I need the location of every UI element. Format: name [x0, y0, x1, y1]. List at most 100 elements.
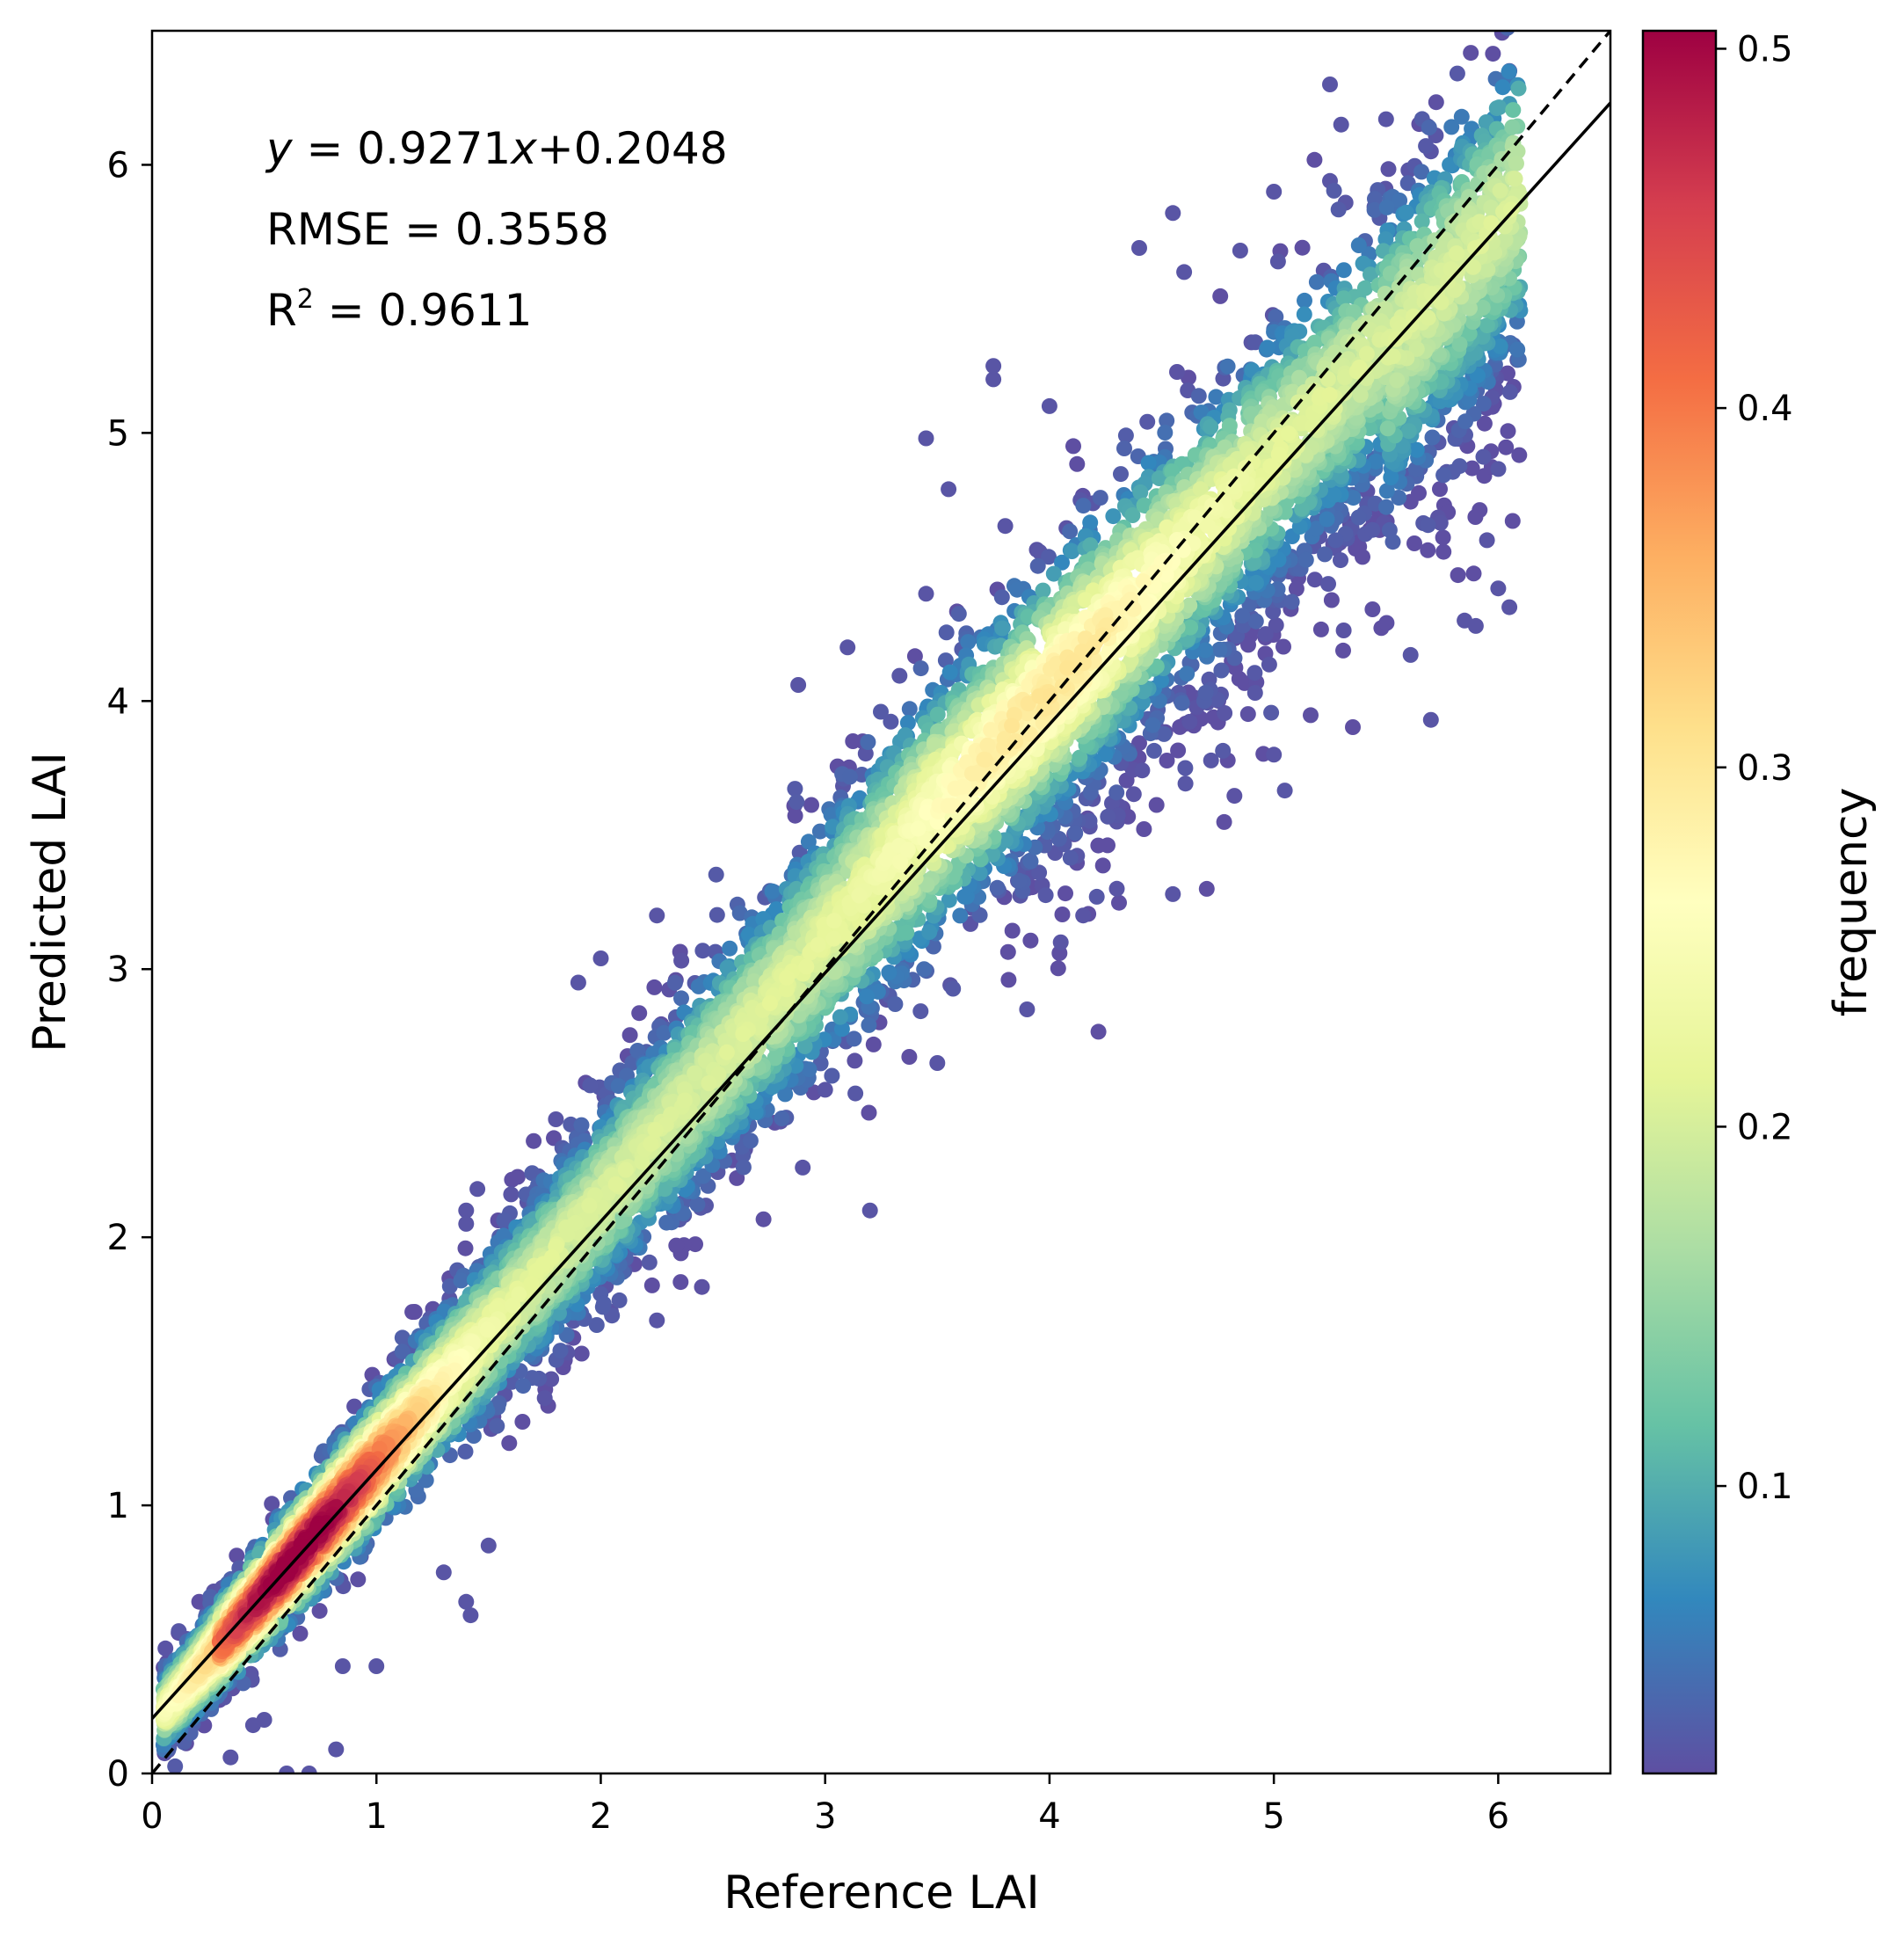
data-point — [1159, 753, 1175, 768]
data-point — [1406, 535, 1422, 551]
data-point — [1326, 182, 1342, 199]
data-point — [1181, 713, 1198, 730]
data-point — [832, 1009, 848, 1025]
data-point — [912, 1003, 929, 1020]
data-point — [956, 888, 973, 905]
data-point — [994, 620, 1011, 637]
data-point — [1378, 615, 1395, 631]
data-point — [394, 1329, 411, 1346]
data-point — [1449, 65, 1465, 82]
data-point — [1333, 552, 1348, 569]
data-point — [1443, 119, 1460, 135]
data-point — [1379, 420, 1396, 437]
data-point — [1402, 493, 1419, 510]
data-point — [222, 1749, 239, 1766]
data-point — [1508, 155, 1524, 171]
data-point — [1247, 334, 1264, 351]
data-point — [666, 974, 683, 991]
data-point — [1450, 567, 1466, 584]
data-point — [1037, 887, 1054, 904]
data-point — [1297, 292, 1312, 309]
data-point — [865, 1036, 882, 1052]
data-point — [264, 1496, 280, 1512]
data-point — [755, 1211, 772, 1227]
data-point — [457, 1443, 474, 1460]
data-point — [1065, 438, 1081, 455]
data-point — [1094, 857, 1111, 874]
data-point — [1317, 546, 1334, 563]
data-point — [301, 1766, 317, 1773]
data-point — [595, 1295, 612, 1312]
data-point — [1457, 413, 1473, 430]
data-point — [1219, 358, 1236, 375]
data-point — [394, 1344, 411, 1360]
data-point — [1490, 580, 1507, 597]
data-point — [774, 1110, 790, 1126]
data-point — [1269, 253, 1286, 270]
data-point — [1217, 705, 1233, 721]
data-point — [1435, 543, 1452, 560]
data-point — [887, 996, 904, 1012]
data-point — [1004, 922, 1021, 939]
data-point — [1294, 239, 1311, 256]
data-point — [489, 1417, 505, 1434]
data-point — [1148, 797, 1165, 813]
data-point — [167, 1758, 184, 1773]
data-point — [1062, 849, 1079, 866]
data-point — [1505, 102, 1522, 119]
data-point — [803, 797, 819, 813]
data-point — [800, 834, 817, 850]
data-point — [368, 1658, 385, 1674]
data-point — [1501, 383, 1518, 400]
data-point — [1213, 662, 1230, 679]
data-point — [1475, 396, 1492, 412]
data-point — [1306, 572, 1323, 588]
data-point — [1320, 576, 1336, 593]
data-point — [1418, 138, 1435, 155]
data-point — [1467, 509, 1484, 525]
data-point — [918, 586, 934, 602]
data-point — [1100, 808, 1116, 825]
data-point — [1139, 413, 1156, 430]
data-point — [971, 907, 988, 923]
data-point — [1216, 813, 1232, 830]
data-point — [1476, 415, 1493, 432]
data-point — [1082, 514, 1099, 531]
data-point — [960, 634, 977, 651]
data-point — [1428, 94, 1444, 111]
data-point — [1092, 490, 1108, 506]
data-point — [801, 1061, 818, 1078]
data-point — [873, 703, 889, 720]
data-point — [543, 1371, 560, 1387]
data-point — [1019, 1001, 1036, 1017]
data-point — [1108, 784, 1125, 801]
data-point — [950, 606, 967, 623]
data-point — [1451, 336, 1468, 353]
data-point — [929, 1055, 946, 1071]
data-point — [1090, 1023, 1107, 1040]
data-point — [1062, 523, 1079, 540]
data-point — [861, 1202, 878, 1219]
data-point — [993, 589, 1010, 606]
data-point — [1498, 439, 1515, 455]
data-point — [1413, 164, 1430, 180]
data-point — [1392, 193, 1408, 208]
data-point — [1211, 641, 1228, 658]
data-point — [1157, 425, 1174, 441]
data-point — [509, 1169, 526, 1185]
data-point — [1075, 907, 1092, 924]
data-point — [1308, 273, 1325, 290]
data-point — [1355, 549, 1370, 565]
data-point — [1312, 621, 1329, 637]
data-point — [1054, 907, 1071, 922]
data-point — [1475, 448, 1492, 465]
data-point — [891, 667, 908, 684]
data-point — [1212, 288, 1229, 304]
data-point — [658, 1214, 675, 1231]
data-point — [1378, 483, 1395, 499]
data-point — [1389, 372, 1406, 389]
data-point — [592, 950, 609, 966]
data-point — [1424, 429, 1441, 446]
data-point — [1136, 821, 1152, 837]
data-point — [1420, 542, 1436, 558]
